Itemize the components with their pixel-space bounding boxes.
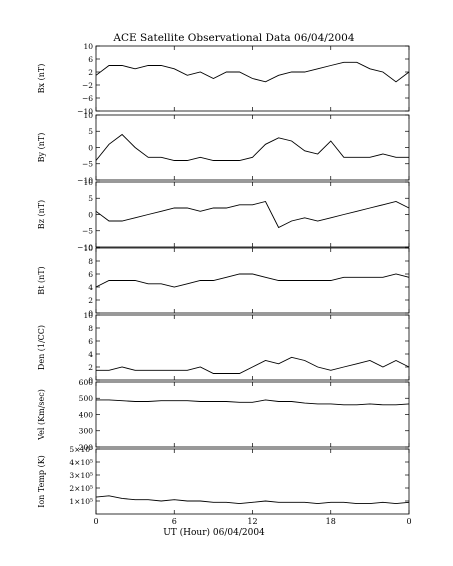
y-tick-label: 0 bbox=[88, 143, 93, 152]
panel-4: 10 8 6 4 2 0 Bt (nT) bbox=[37, 244, 410, 318]
x-axis: 0 6 12 18 0 bbox=[93, 517, 411, 526]
y-tick-label: 200 bbox=[79, 443, 94, 452]
y-tick-label: 300 bbox=[79, 427, 94, 436]
panel-7: 5×10⁵ 4×10⁵ 3×10⁵ 2×10⁵ 1×10⁵ Ion Temp (K) bbox=[37, 445, 410, 515]
x-tick-label: 0 bbox=[93, 517, 98, 526]
y-axis-label: Bx (nT) bbox=[37, 64, 46, 94]
chart-title: ACE Satellite Observational Data 06/04/2… bbox=[112, 32, 354, 44]
y-tick-label: 6 bbox=[88, 337, 93, 346]
y-tick-label: −10 bbox=[77, 107, 93, 116]
y-tick-label: 6 bbox=[88, 55, 93, 64]
y-tick-label: 10 bbox=[83, 42, 93, 51]
y-tick-label: 1×10⁵ bbox=[69, 497, 93, 506]
x-axis-label: UT (Hour) 06/04/2004 bbox=[163, 527, 265, 538]
series-line bbox=[96, 356, 410, 374]
y-tick-label: 0 bbox=[88, 210, 93, 219]
series-line bbox=[95, 273, 410, 288]
y-axis-label: Ion Temp (K) bbox=[37, 455, 46, 508]
y-tick-label: 8 bbox=[88, 257, 93, 266]
y-tick-label: 0 bbox=[88, 309, 93, 318]
panel-frame bbox=[95, 181, 410, 248]
x-tick-label: 6 bbox=[172, 517, 177, 526]
x-tick-label: 12 bbox=[247, 517, 257, 526]
y-tick-label: 3×10⁵ bbox=[69, 471, 93, 480]
y-tick-label: 500 bbox=[79, 394, 94, 403]
y-tick-label: 6 bbox=[88, 270, 93, 279]
series-line bbox=[95, 495, 410, 505]
panel-3: 10 5 0 −5 −10 Bz (nT) bbox=[37, 178, 410, 252]
panel-frame bbox=[95, 114, 410, 181]
panel-2: 10 5 0 −5 −10 By (nT) bbox=[37, 111, 410, 185]
y-tick-label: 2 bbox=[88, 68, 93, 77]
y-tick-label: 10 bbox=[83, 311, 93, 320]
y-tick-label: 4×10⁵ bbox=[69, 458, 93, 467]
y-tick-label: −5 bbox=[82, 227, 93, 236]
panel-6: 600 500 400 300 200 Vel (Km/sec) bbox=[37, 378, 410, 452]
panels-group: 10 6 2 −2 −6 −10 Bx (nT) 10 5 0 −5 −10 By (nT) 10 5 0 −5… bbox=[37, 42, 410, 515]
y-axis-label: Den (1/CC) bbox=[37, 325, 46, 370]
y-tick-label: 4 bbox=[88, 350, 93, 359]
panel-1: 10 6 2 −2 −6 −10 Bx (nT) bbox=[37, 42, 410, 116]
y-tick-label: 0 bbox=[88, 376, 93, 385]
y-tick-label: 5×10⁵ bbox=[69, 445, 93, 454]
y-tick-label: −5 bbox=[82, 160, 93, 169]
y-tick-label: 8 bbox=[88, 324, 93, 333]
x-tick-label: 0 bbox=[406, 517, 411, 526]
panel-frame bbox=[95, 448, 410, 515]
series-line bbox=[95, 200, 410, 229]
y-tick-label: 600 bbox=[79, 378, 94, 387]
x-tick-label: 18 bbox=[326, 517, 336, 526]
y-tick-label: 2 bbox=[88, 363, 93, 372]
y-tick-label: 2 bbox=[88, 296, 93, 305]
panel-frame bbox=[95, 247, 410, 314]
panel-5: 10 8 6 4 2 0 Den (1/CC) bbox=[37, 311, 410, 385]
y-axis-label: By (nT) bbox=[37, 133, 46, 163]
y-tick-label: 5 bbox=[88, 194, 93, 203]
series-line bbox=[95, 133, 409, 161]
y-tick-label: −10 bbox=[77, 176, 93, 185]
y-tick-label: 10 bbox=[83, 111, 93, 120]
y-tick-label: 2×10⁵ bbox=[69, 484, 93, 493]
y-tick-label: −10 bbox=[77, 243, 93, 252]
y-tick-label: 5 bbox=[88, 127, 93, 136]
y-tick-label: −6 bbox=[82, 94, 93, 103]
y-axis-label: Vel (Km/sec) bbox=[37, 389, 46, 441]
y-tick-label: 400 bbox=[79, 410, 94, 419]
series-line bbox=[96, 399, 410, 406]
y-axis-label: Bt (nT) bbox=[37, 266, 46, 294]
panel-frame bbox=[95, 381, 410, 448]
y-tick-label: 10 bbox=[83, 244, 93, 253]
y-tick-label: 4 bbox=[88, 283, 93, 292]
y-tick-label: −2 bbox=[82, 81, 93, 90]
y-tick-label: 10 bbox=[83, 178, 93, 187]
y-axis-label: Bz (nT) bbox=[37, 200, 46, 229]
series-line bbox=[95, 61, 410, 83]
